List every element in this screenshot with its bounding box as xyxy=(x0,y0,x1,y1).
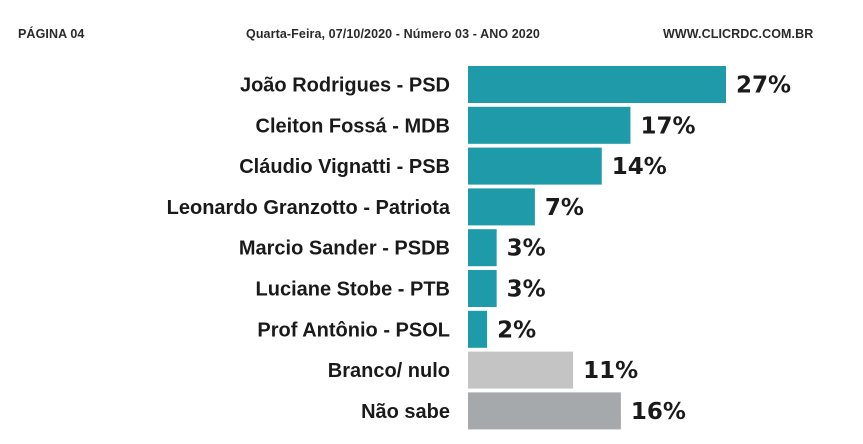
category-label: Não sabe xyxy=(361,401,450,423)
poll-bar-chart: João Rodrigues - PSD 27% Cleiton Fossá - M… xyxy=(167,66,791,430)
category-label: Cláudio Vignatti - PSB xyxy=(239,156,450,178)
bar xyxy=(468,229,497,267)
value-label: 11% xyxy=(583,358,638,384)
value-label: 16% xyxy=(631,399,686,425)
value-label: 27% xyxy=(736,73,791,99)
value-label: 3% xyxy=(507,277,546,303)
bar xyxy=(468,106,631,144)
category-label: Marcio Sander - PSDB xyxy=(239,238,450,260)
category-label: Leonardo Granzotto - Patriota xyxy=(167,197,451,219)
category-label: Branco/ nulo xyxy=(328,360,450,382)
value-label: 2% xyxy=(497,317,536,343)
bar xyxy=(468,270,497,307)
category-label: Cleiton Fossá - MDB xyxy=(256,115,450,137)
website-url: WWW.CLICRDC.COM.BR xyxy=(663,27,814,41)
bar xyxy=(468,310,488,348)
page-number: PÁGINA 04 xyxy=(18,27,85,41)
value-label: 17% xyxy=(640,113,695,139)
category-label: Prof Antônio - PSOL xyxy=(257,319,450,341)
bar xyxy=(468,392,621,430)
bar xyxy=(468,188,535,226)
page-header: PÁGINA 04 Quarta-Feira, 07/10/2020 - Núm… xyxy=(0,0,863,44)
category-label: João Rodrigues - PSD xyxy=(240,75,450,97)
category-label: Luciane Stobe - PTB xyxy=(256,279,450,301)
bar xyxy=(468,351,574,389)
bar xyxy=(468,66,726,103)
value-label: 7% xyxy=(545,195,584,221)
issue-date-line: Quarta-Feira, 07/10/2020 - Número 03 - A… xyxy=(246,27,540,41)
bar xyxy=(468,147,602,185)
value-label: 14% xyxy=(612,154,667,180)
value-label: 3% xyxy=(507,236,546,262)
